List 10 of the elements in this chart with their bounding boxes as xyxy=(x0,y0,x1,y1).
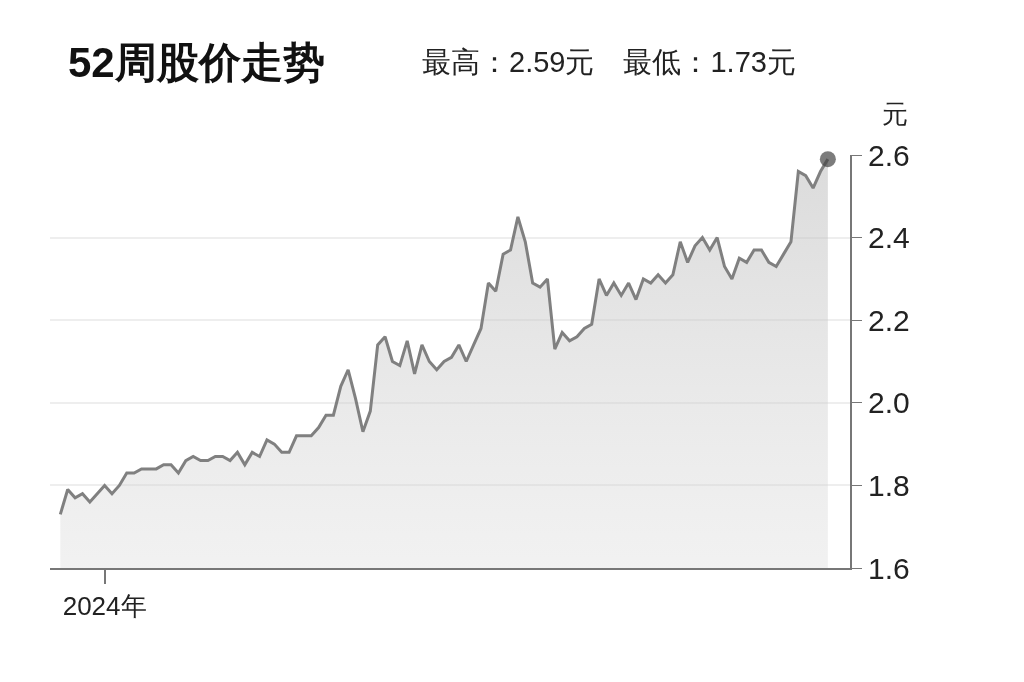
y-tick-label: 2.6 xyxy=(868,138,910,172)
y-tick-label: 1.8 xyxy=(868,468,910,502)
y-axis-title: 元 xyxy=(882,99,908,129)
chart-title: 52周股价走势 xyxy=(68,38,325,86)
y-tick-label: 2.0 xyxy=(868,386,910,420)
y-tick-label: 1.6 xyxy=(868,551,910,585)
chart-subtitle: 最高：2.59元 最低：1.73元 xyxy=(422,46,796,78)
y-tick-label: 2.2 xyxy=(868,303,910,337)
y-tick-label: 2.4 xyxy=(868,221,910,255)
x-tick-label: 2024年 xyxy=(62,591,147,622)
